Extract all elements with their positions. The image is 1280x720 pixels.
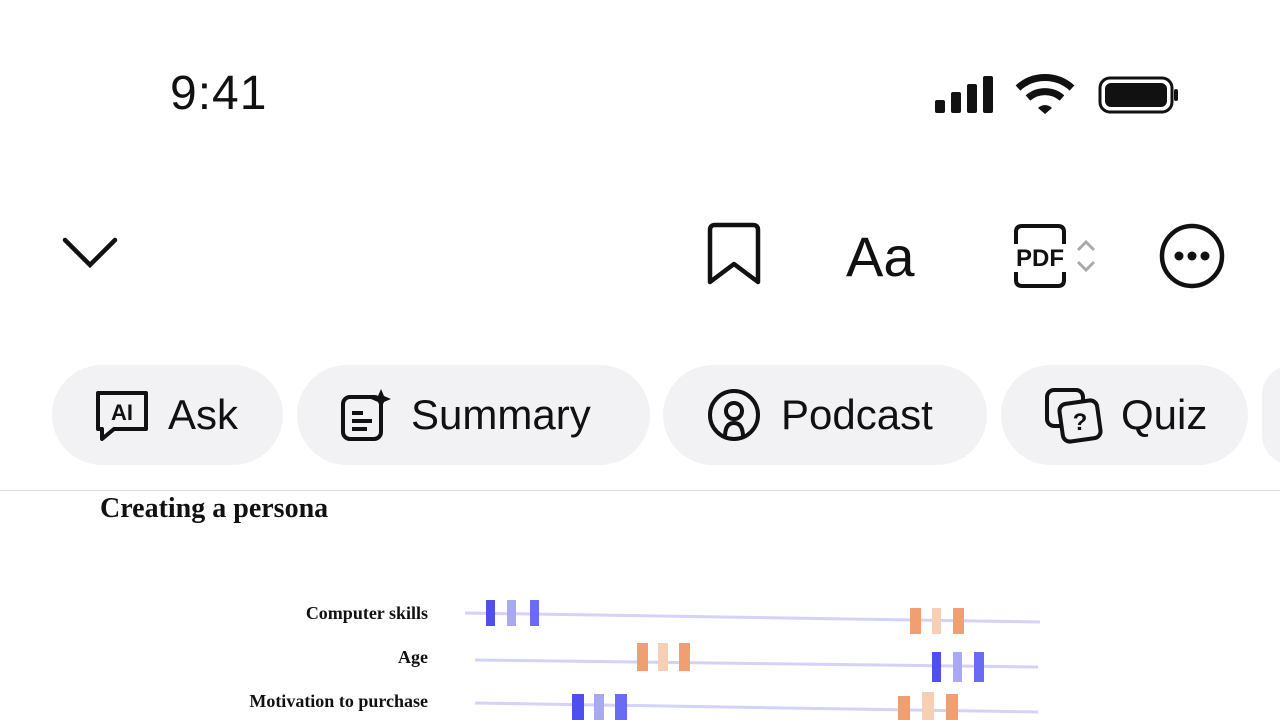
row-3-marks	[572, 692, 958, 720]
persona-illustration	[464, 600, 1041, 720]
status-icons	[935, 74, 1178, 114]
font-button[interactable]: Aa	[846, 225, 915, 288]
summary-chip[interactable]: Summary	[297, 365, 650, 465]
row-label: Computer skills	[305, 603, 428, 623]
chip-label: Podcast	[781, 391, 933, 438]
podcast-chip[interactable]: Podcast	[663, 365, 987, 465]
status-time: 9:41	[170, 67, 268, 120]
svg-text:AI: AI	[111, 400, 133, 425]
collapse-button[interactable]	[60, 235, 120, 271]
bookmark-button[interactable]	[704, 222, 764, 288]
document-heading: Creating a persona	[100, 493, 329, 524]
more-chip[interactable]	[1262, 365, 1280, 465]
svg-text:?: ?	[1073, 409, 1088, 436]
chip-label: Ask	[168, 391, 239, 438]
more-button[interactable]	[1158, 222, 1226, 290]
row-1-marks	[486, 600, 964, 634]
row-label: Motivation to purchase	[249, 691, 428, 711]
ask-chip[interactable]: AI Ask	[52, 365, 283, 465]
ai-icon: AI	[96, 391, 148, 441]
quiz-chip[interactable]: ? Quiz	[1001, 365, 1248, 465]
podcast-icon	[708, 389, 760, 441]
row-label: Age	[398, 647, 428, 667]
pdf-label: PDF	[1016, 245, 1064, 272]
divider	[0, 490, 1280, 491]
quiz-icon: ?	[1045, 388, 1103, 444]
pdf-button[interactable]: PDF	[1008, 222, 1103, 290]
chip-label: Quiz	[1121, 391, 1208, 438]
chip-label: Summary	[411, 391, 591, 438]
row-2-marks	[637, 643, 984, 682]
summary-icon	[341, 389, 391, 441]
